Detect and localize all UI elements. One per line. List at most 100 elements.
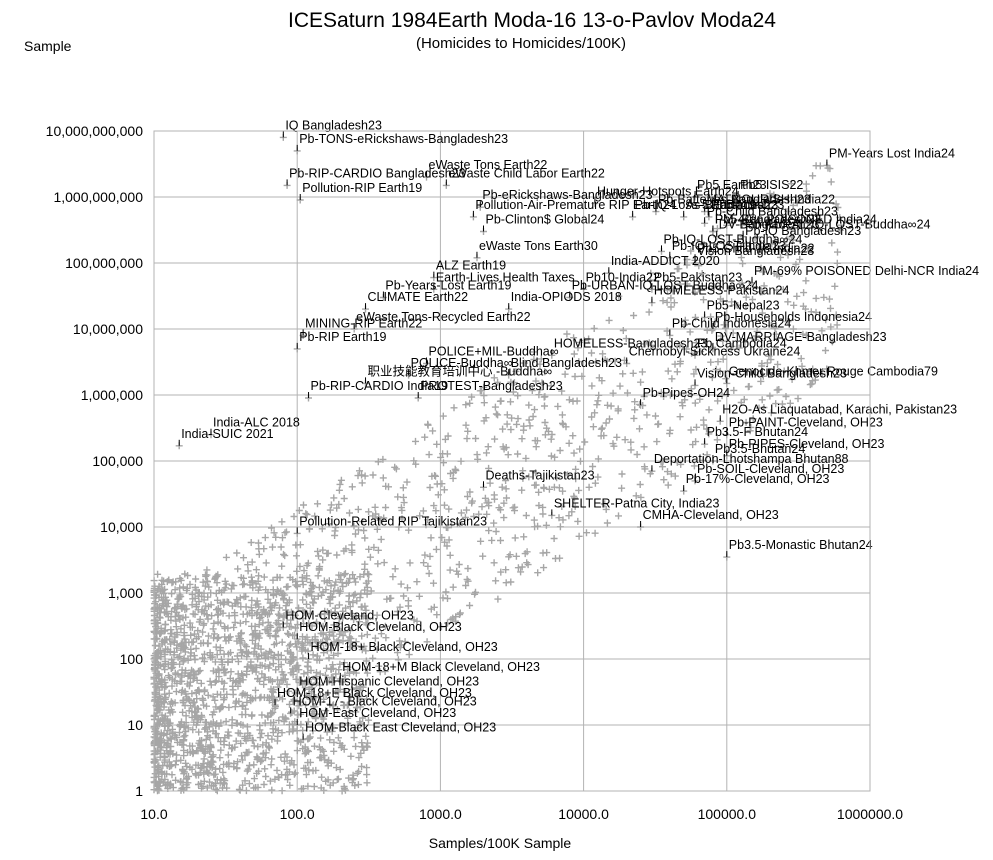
annotation-label: HOM-East Cleveland, OH23	[299, 706, 456, 720]
data-point	[603, 519, 611, 527]
data-point	[232, 719, 240, 727]
data-point	[738, 279, 746, 287]
data-point	[198, 713, 206, 721]
data-point	[818, 370, 826, 378]
data-point	[327, 593, 335, 601]
data-point	[347, 610, 355, 617]
data-point	[657, 388, 665, 396]
data-point	[227, 668, 235, 676]
data-point	[426, 484, 434, 491]
data-point	[323, 664, 330, 672]
data-point	[778, 400, 786, 408]
data-point	[172, 688, 180, 696]
data-point	[503, 411, 511, 419]
data-point	[213, 776, 221, 784]
data-point	[749, 296, 756, 303]
data-point	[172, 776, 180, 784]
data-point	[432, 545, 440, 553]
data-point	[236, 594, 244, 602]
data-point	[377, 630, 385, 638]
data-point	[239, 690, 247, 697]
data-point	[713, 225, 721, 233]
data-point	[201, 650, 208, 658]
data-point	[188, 713, 196, 721]
data-point	[484, 443, 492, 451]
annotation-label: HOM-18+M Black Cleveland, OH23	[342, 660, 540, 674]
data-point	[822, 316, 830, 324]
data-point	[525, 416, 533, 424]
data-point	[371, 503, 379, 511]
annotation-label: As-Bangladesh23	[686, 198, 785, 212]
data-point	[277, 543, 285, 551]
data-point	[157, 662, 164, 670]
data-point	[394, 656, 402, 664]
data-point	[447, 521, 455, 529]
data-point	[441, 435, 449, 443]
data-point	[499, 425, 507, 433]
data-point	[194, 606, 202, 614]
data-point	[753, 327, 761, 335]
data-point	[705, 406, 713, 414]
annotation-label: Pb-TONS-eRickshaws-Bangladesh23	[299, 132, 508, 146]
x-tick-labels: 10.0 100.0 1000.0 10000.0 100000.0 1000000.0	[140, 806, 903, 822]
data-point	[532, 469, 540, 477]
data-point	[373, 611, 381, 619]
data-point	[370, 543, 378, 551]
data-point	[540, 484, 548, 491]
data-point	[575, 358, 583, 366]
data-point	[445, 536, 453, 544]
data-point	[427, 534, 435, 542]
data-point	[287, 658, 295, 665]
data-point	[677, 357, 684, 365]
annotation-label: IQ Bangladesh23	[285, 118, 382, 132]
data-point	[193, 676, 201, 684]
data-point	[162, 636, 170, 644]
annotation-label: Genocide-Khmer Rouge Cambodia79	[729, 364, 938, 378]
data-point	[631, 406, 639, 414]
data-point	[323, 636, 331, 643]
data-point	[350, 615, 358, 623]
data-point	[506, 551, 514, 559]
data-point	[375, 662, 383, 670]
data-point	[592, 358, 600, 366]
y-tick-label: 100,000	[92, 453, 143, 469]
data-point	[735, 344, 743, 352]
data-point	[185, 672, 193, 680]
data-point	[250, 784, 258, 792]
data-point	[259, 619, 267, 627]
data-point	[336, 615, 343, 623]
data-point	[153, 701, 161, 709]
data-point	[719, 337, 727, 345]
annotation-label: eWaste Child Labor Earth22	[448, 166, 605, 180]
data-point	[574, 517, 582, 525]
data-point	[168, 579, 176, 587]
data-point	[200, 658, 208, 665]
data-point	[525, 401, 533, 409]
data-point	[244, 561, 252, 569]
data-point	[443, 542, 451, 550]
data-point	[806, 381, 814, 389]
data-point	[238, 691, 246, 699]
data-point	[311, 512, 319, 520]
data-point	[480, 399, 488, 407]
data-point	[161, 754, 169, 761]
data-point	[234, 758, 242, 766]
data-point	[221, 665, 228, 673]
data-point	[157, 731, 165, 739]
data-point	[300, 501, 307, 509]
data-point	[157, 605, 165, 613]
data-point	[270, 652, 278, 659]
data-point	[202, 736, 210, 743]
data-point	[464, 427, 472, 435]
data-point	[609, 389, 617, 397]
data-point	[155, 582, 163, 590]
data-point	[275, 716, 283, 724]
data-point	[220, 737, 228, 745]
data-point	[336, 685, 344, 693]
data-point	[284, 629, 292, 637]
data-point	[195, 686, 203, 694]
data-point	[151, 689, 159, 696]
data-point	[216, 765, 224, 773]
data-point	[786, 399, 794, 407]
data-point	[181, 635, 189, 643]
